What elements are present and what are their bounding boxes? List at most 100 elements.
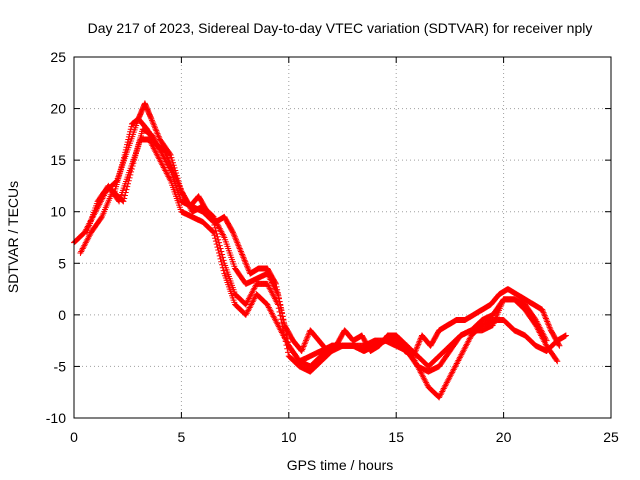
data-point [280, 316, 287, 323]
data-point [173, 176, 180, 183]
data-point [553, 357, 560, 364]
data-point [220, 267, 227, 274]
data-point [164, 154, 171, 161]
data-point [273, 283, 280, 290]
y-tick-label: -10 [46, 410, 66, 426]
data-point [121, 192, 128, 199]
data-point [414, 342, 421, 349]
data-point [233, 238, 240, 245]
data-point [148, 117, 155, 124]
axis-ticks: 0 5 10 15 20 25 -10 -5 0 5 10 15 20 25 [46, 49, 619, 445]
data-point [543, 317, 550, 324]
x-tick-label: 5 [178, 429, 186, 445]
data-point [171, 171, 178, 178]
data-point [232, 235, 239, 242]
chart-title: Day 217 of 2023, Sidereal Day-to-day VTE… [88, 20, 593, 36]
data-point [276, 298, 283, 305]
data-point [234, 241, 241, 248]
data-point [220, 233, 227, 240]
data-point [149, 118, 156, 125]
data-point [274, 286, 281, 293]
data-point [152, 124, 159, 131]
data-point [213, 241, 220, 248]
y-tick-label: 25 [50, 49, 66, 65]
plot-frame [73, 56, 612, 419]
data-point [155, 132, 162, 139]
data-point [415, 339, 422, 346]
y-tick-label: -5 [54, 358, 67, 374]
data-point [229, 229, 236, 236]
data-point [239, 251, 246, 258]
data-point [278, 307, 285, 314]
data-point [272, 280, 279, 287]
data-point [121, 154, 128, 161]
data-point [219, 261, 226, 268]
x-tick-label: 20 [496, 429, 512, 445]
data-point [279, 313, 286, 320]
data-point [299, 346, 306, 353]
data-point [128, 123, 135, 130]
data-point [540, 309, 547, 316]
y-tick-label: 0 [58, 307, 66, 323]
data-point [215, 249, 222, 256]
y-tick-label: 10 [50, 204, 66, 220]
data-point [217, 255, 224, 262]
data-point [126, 131, 133, 138]
data-point [280, 319, 287, 326]
data-point [151, 123, 158, 130]
data-point [231, 233, 238, 240]
data-point [163, 151, 170, 158]
data-point [169, 167, 176, 174]
data-point [175, 180, 182, 187]
data-point [214, 244, 221, 251]
data-point [172, 174, 179, 181]
data-point [245, 266, 252, 273]
data-point [177, 186, 184, 193]
data-point [237, 247, 244, 254]
x-tick-label: 15 [388, 429, 404, 445]
data-point [169, 165, 176, 172]
data-point [172, 173, 179, 180]
data-point [411, 350, 418, 357]
series-trace-4 [111, 115, 563, 360]
data-point [272, 279, 279, 286]
data-point [120, 157, 127, 164]
y-tick-label: 20 [50, 101, 66, 117]
data-point [231, 232, 238, 239]
x-tick-label: 10 [281, 429, 297, 445]
x-tick-label: 0 [70, 429, 78, 445]
data-point [164, 155, 171, 162]
data-point [218, 258, 225, 265]
data-point [417, 336, 424, 343]
data-point [153, 129, 160, 136]
data-point [166, 158, 173, 165]
data-point [156, 135, 163, 142]
data-point [219, 264, 226, 271]
data-point [233, 236, 240, 243]
data-point [556, 342, 563, 349]
data-point [127, 128, 134, 135]
data-point [127, 126, 134, 133]
data-point [171, 170, 178, 177]
data-point [161, 148, 168, 155]
data-point [174, 177, 181, 184]
data-point [153, 127, 160, 134]
data-point [414, 344, 421, 351]
data-point [547, 325, 554, 332]
data-point [155, 133, 162, 140]
data-point [168, 164, 175, 171]
data-point [237, 248, 244, 255]
data-point [240, 254, 247, 261]
data-point [166, 176, 173, 183]
data-point [236, 244, 243, 251]
data-point [212, 235, 219, 242]
data-point [175, 182, 182, 189]
data-point [554, 358, 561, 365]
data-point [301, 340, 308, 347]
data-point [122, 149, 129, 156]
data-point [277, 304, 284, 311]
data-point [121, 151, 128, 158]
data-point [212, 224, 219, 231]
data-point [275, 292, 282, 299]
data-point [165, 157, 172, 164]
